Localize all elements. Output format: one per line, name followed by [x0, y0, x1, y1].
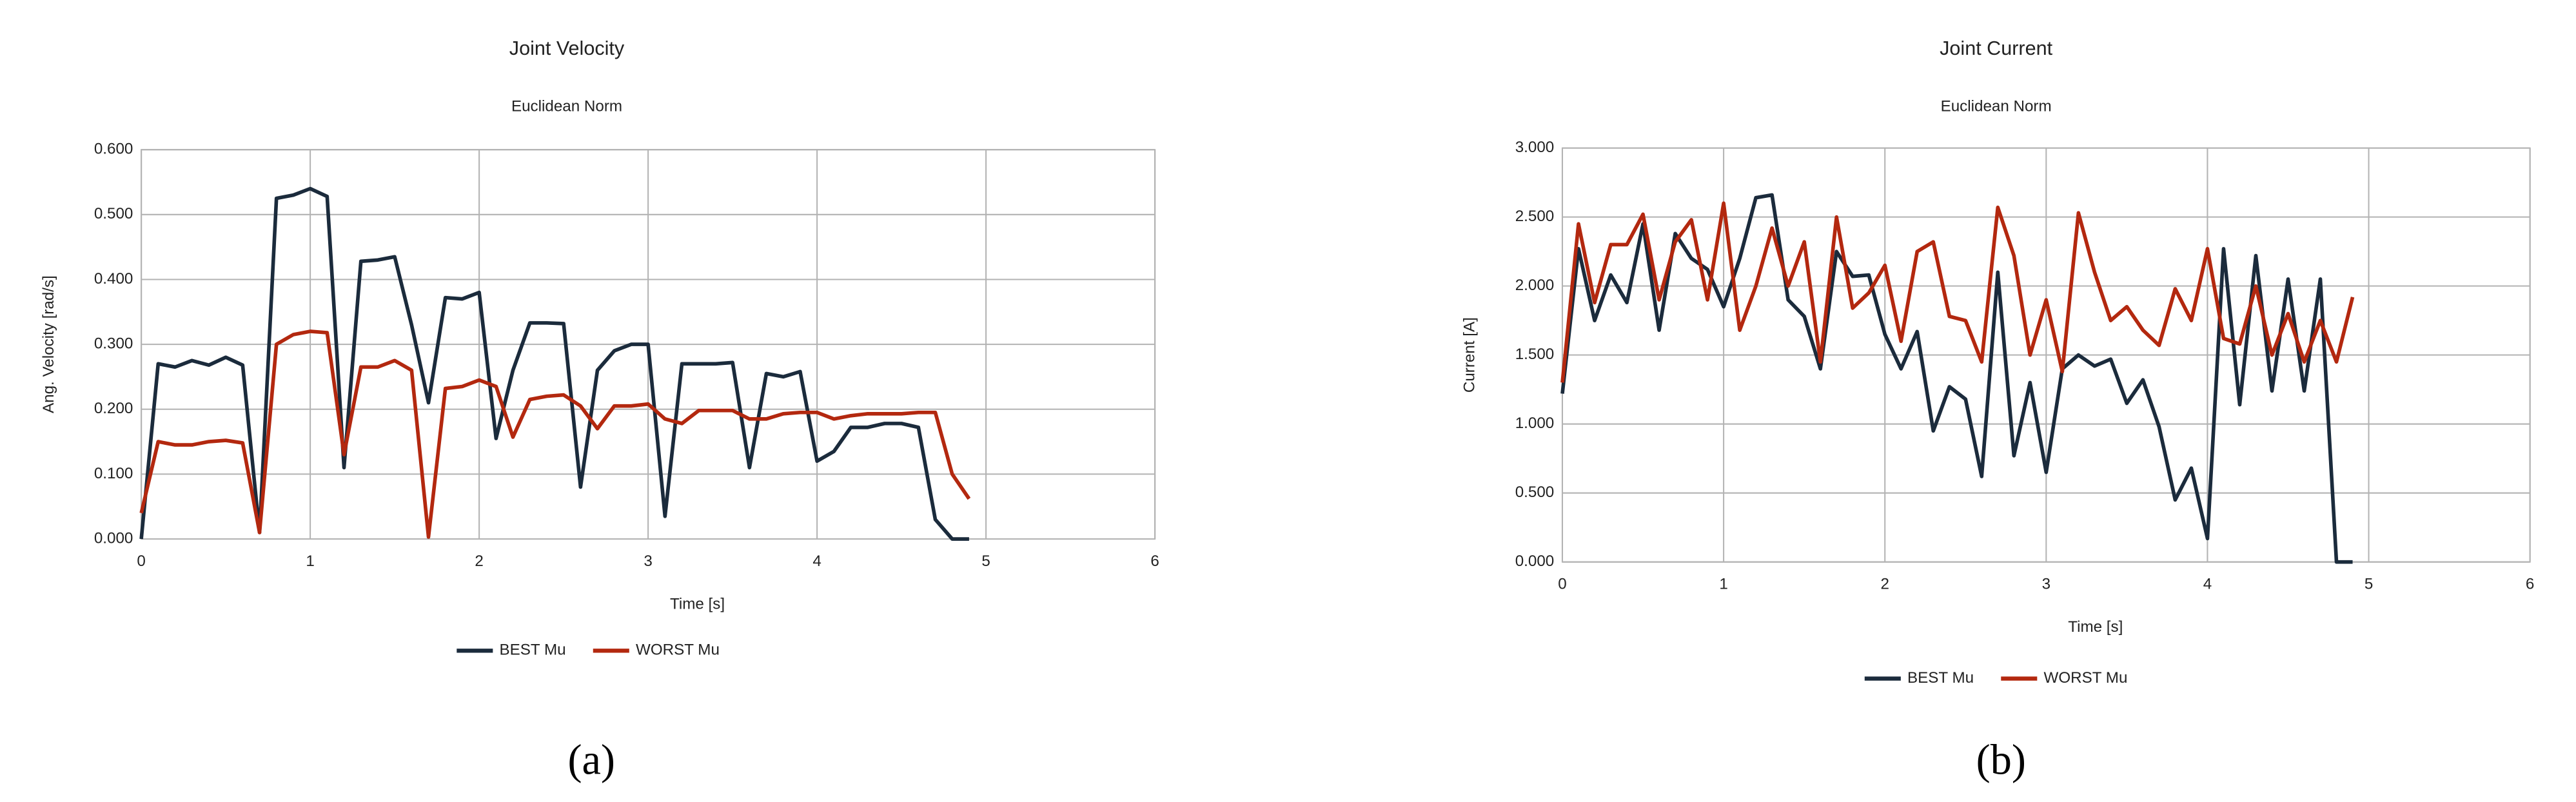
data-line	[139, 329, 971, 539]
y-tick-label: 1.500	[1515, 346, 1555, 363]
x-tick-label: 0	[1558, 576, 1566, 593]
chart-subtitle: Euclidean Norm	[1941, 97, 2052, 115]
y-tick-label: 3.000	[1515, 139, 1555, 156]
y-tick-label: 0.500	[94, 205, 133, 222]
y-tick-label: 0.200	[94, 400, 133, 417]
x-tick-label: 0	[137, 553, 145, 570]
panel-caption: (a)	[567, 736, 615, 783]
y-tick-label: 0.600	[94, 141, 133, 158]
x-tick-label: 6	[1150, 553, 1159, 570]
data-line	[1560, 201, 2355, 383]
y-axis-title: Current [A]	[1461, 317, 1479, 393]
x-tick-label: 4	[2203, 576, 2212, 593]
y-tick-label: 2.000	[1515, 277, 1555, 294]
x-tick-label: 1	[306, 553, 314, 570]
legend-label: BEST Mu	[500, 641, 566, 659]
y-tick-label: 0.000	[94, 529, 133, 547]
x-tick-label: 3	[644, 553, 652, 570]
x-axis-title: Time [s]	[670, 595, 725, 612]
chart-subtitle: Euclidean Norm	[511, 97, 622, 115]
x-tick-label: 5	[981, 553, 990, 570]
x-tick-label: 5	[2365, 576, 2373, 593]
y-tick-label: 0.000	[1515, 553, 1555, 570]
panel-caption: (b)	[1976, 736, 2026, 783]
x-tick-label: 2	[1880, 576, 1889, 593]
y-tick-label: 0.100	[94, 465, 133, 482]
data-line	[1560, 193, 2353, 564]
plot-frame	[141, 149, 1156, 540]
y-tick-label: 0.400	[94, 270, 133, 288]
legend-label: WORST Mu	[636, 641, 720, 659]
chart-panel: Joint Current Euclidean Norm 0.000 0.500 1.0…	[1461, 37, 2535, 783]
plot-frame	[1561, 147, 2531, 563]
x-tick-label: 1	[1719, 576, 1727, 593]
x-axis-title: Time [s]	[2068, 618, 2123, 636]
chart-title: Joint Current	[1940, 37, 2052, 59]
data-line	[139, 186, 969, 541]
x-tick-label: 2	[475, 553, 483, 570]
y-tick-label: 1.000	[1515, 415, 1555, 432]
y-tick-label: 0.500	[1515, 484, 1555, 501]
legend-label: WORST Mu	[2044, 669, 2128, 687]
x-tick-label: 4	[812, 553, 821, 570]
chart-title: Joint Velocity	[509, 37, 625, 59]
y-tick-label: 2.500	[1515, 208, 1555, 225]
legend-label: BEST Mu	[1907, 669, 1974, 687]
chart-panel: Joint Velocity Euclidean Norm 0.000 0.100 0.…	[40, 37, 1159, 783]
x-tick-label: 3	[2042, 576, 2050, 593]
y-axis-title: Ang. Velocity [rad/s]	[40, 275, 57, 413]
y-tick-label: 0.300	[94, 335, 133, 352]
x-tick-label: 6	[2526, 576, 2534, 593]
